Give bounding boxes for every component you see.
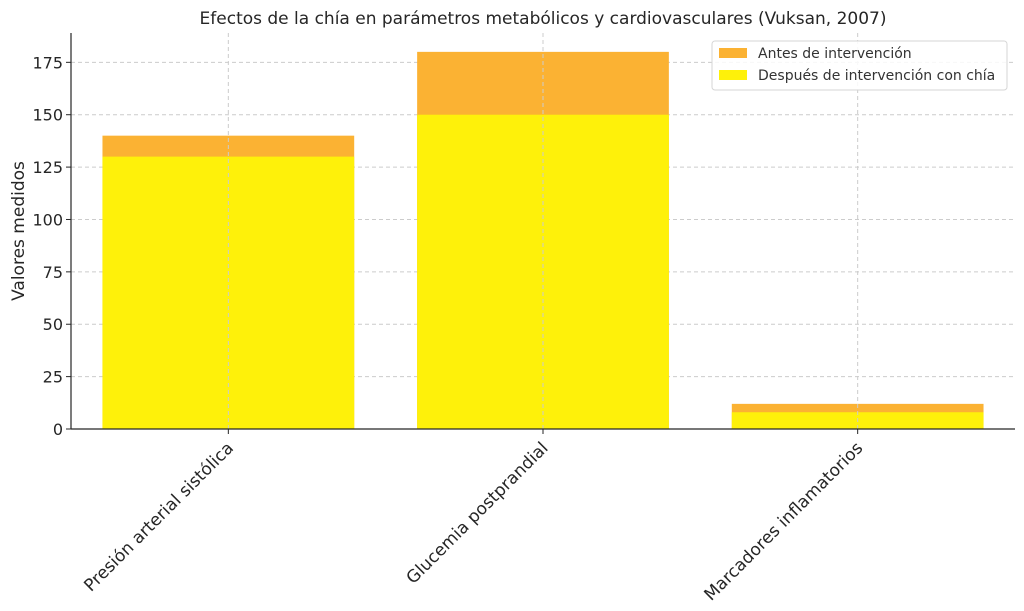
legend-label-1: Después de intervención con chía <box>758 68 995 84</box>
y-tick-label-0: 0 <box>53 420 63 439</box>
y-tick-label-7: 175 <box>32 53 63 72</box>
y-tick-label-5: 125 <box>32 158 63 177</box>
y-tick-label-1: 25 <box>43 368 63 387</box>
legend-swatch-0 <box>719 48 747 58</box>
legend: Antes de intervención Después de interven… <box>711 40 1008 91</box>
x-tick-label-1: Glucemia postprandial <box>403 438 553 588</box>
y-tick-label-4: 100 <box>32 210 63 229</box>
legend-label-0: Antes de intervención <box>758 46 912 62</box>
y-axis-label: Valores medidos <box>9 161 29 301</box>
chart-title: Efectos de la chía en parámetros metaból… <box>200 9 887 29</box>
y-tick-label-3: 75 <box>43 263 63 282</box>
x-tick-label-0: Presión arterial sistólica <box>80 438 237 595</box>
legend-swatch-1 <box>719 70 747 80</box>
y-tick-label-2: 50 <box>43 315 63 334</box>
x-tick-label-2: Marcadores inflamatorios <box>701 438 868 605</box>
y-tick-label-6: 150 <box>32 106 63 125</box>
legend-box <box>711 40 1008 91</box>
bars-layer <box>102 33 984 429</box>
